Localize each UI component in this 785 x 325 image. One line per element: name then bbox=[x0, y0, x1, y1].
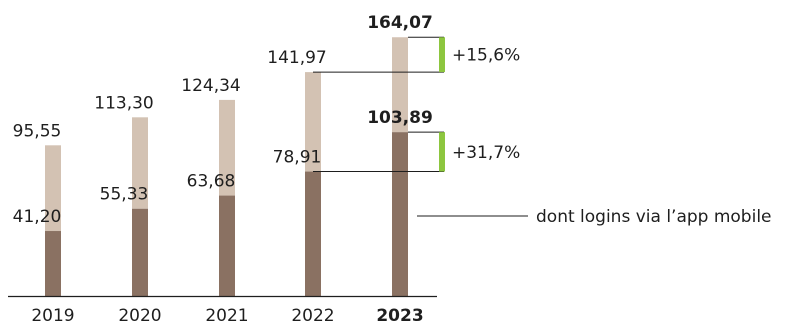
mobile-label-2021: 63,68 bbox=[187, 172, 236, 192]
growth-bar-mobile bbox=[439, 132, 445, 172]
total-label-2022: 141,97 bbox=[267, 48, 326, 68]
legend-mobile-label: dont logins via l’app mobile bbox=[536, 207, 772, 227]
bar-total-2019 bbox=[45, 145, 61, 232]
total-label-2021: 124,34 bbox=[181, 76, 240, 96]
growth-bar-total bbox=[439, 37, 445, 73]
x-tick-2020: 2020 bbox=[118, 306, 161, 325]
mobile-label-2023: 103,89 bbox=[367, 108, 433, 128]
growth-label-mobile: +31,7% bbox=[452, 143, 520, 163]
total-label-2023: 164,07 bbox=[367, 13, 433, 33]
mobile-label-2019: 41,20 bbox=[13, 207, 62, 227]
bar-mobile-2020 bbox=[132, 208, 148, 296]
total-label-2019: 95,55 bbox=[13, 121, 62, 141]
growth-label-total: +15,6% bbox=[452, 46, 520, 66]
bar-total-2022 bbox=[305, 72, 321, 172]
bar-mobile-2022 bbox=[305, 171, 321, 296]
mobile-label-2020: 55,33 bbox=[100, 185, 149, 205]
total-label-2020: 113,30 bbox=[94, 93, 153, 113]
mobile-label-2022: 78,91 bbox=[273, 148, 322, 168]
x-tick-2023: 2023 bbox=[376, 306, 423, 325]
x-tick-2022: 2022 bbox=[291, 306, 334, 325]
bar-mobile-2023 bbox=[392, 132, 408, 296]
bar-mobile-2021 bbox=[219, 195, 235, 296]
bar-total-2020 bbox=[132, 117, 148, 209]
bar-mobile-2019 bbox=[45, 231, 61, 296]
bar-total-2023 bbox=[392, 37, 408, 133]
x-tick-2021: 2021 bbox=[205, 306, 248, 325]
x-tick-2019: 2019 bbox=[31, 306, 74, 325]
bar-total-2021 bbox=[219, 99, 235, 196]
